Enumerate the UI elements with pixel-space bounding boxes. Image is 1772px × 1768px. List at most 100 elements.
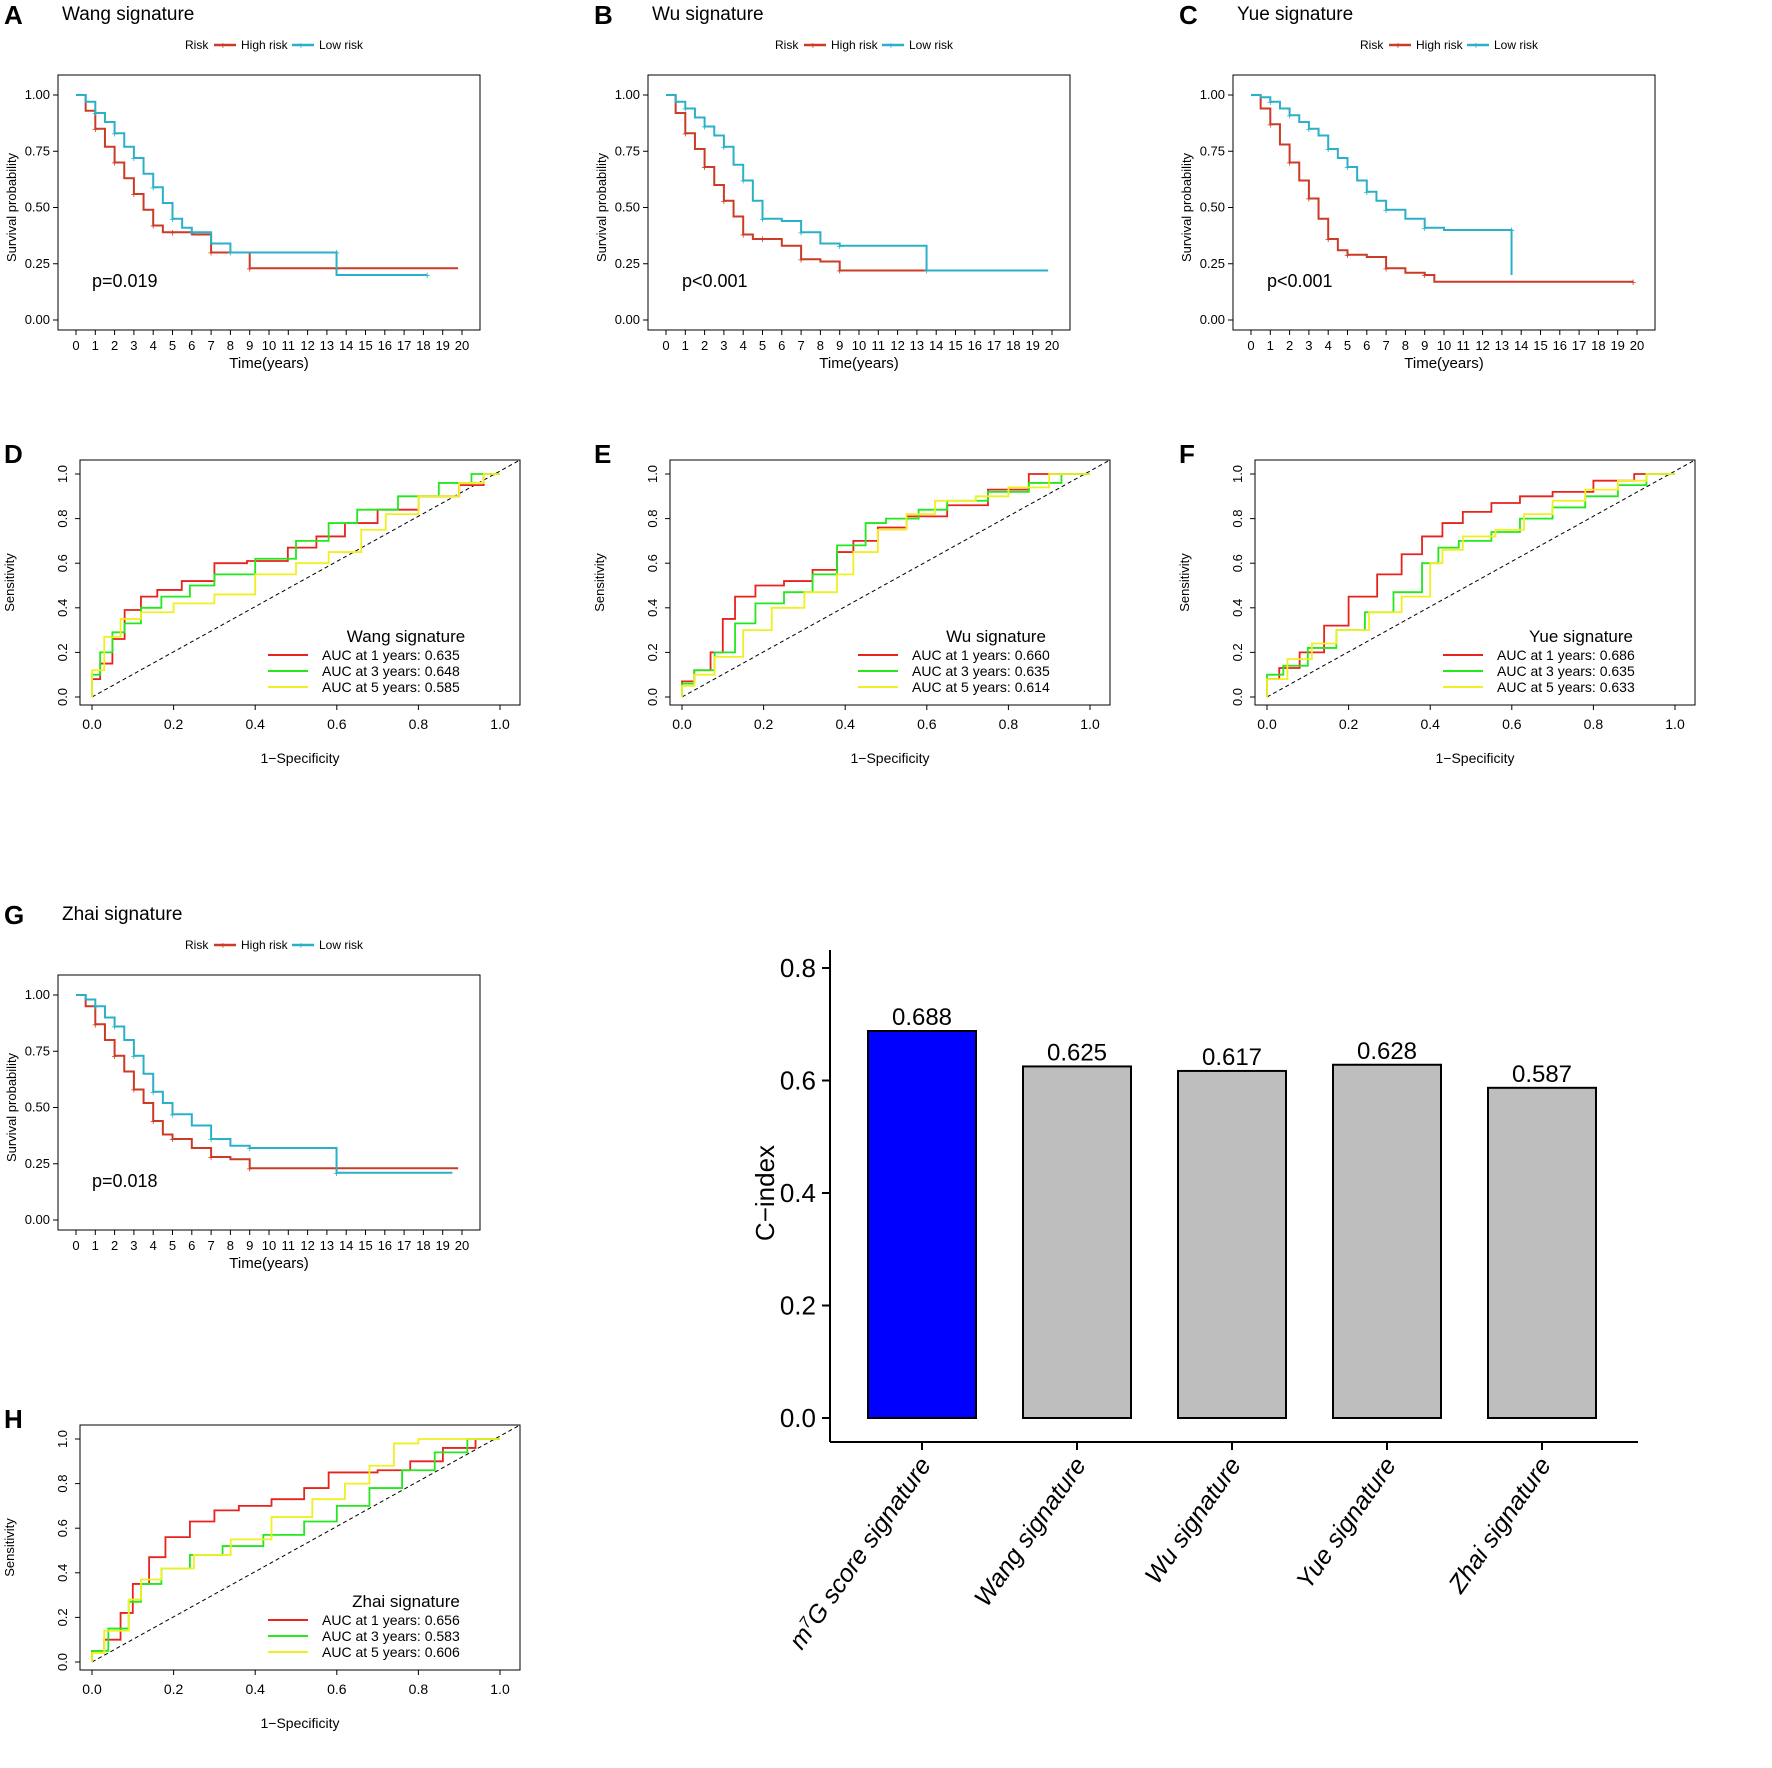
x-tick-label: 9 [836,338,843,353]
x-tick-label: 17 [987,338,1001,353]
censor-mark: + [111,1022,117,1034]
x-tick-label: 16 [378,1238,392,1253]
y-tick-label: 0.25 [1200,256,1225,271]
survival-curve-low-risk [76,94,428,276]
censor-mark: + [1383,263,1389,275]
chart-title: Wang signature [62,4,194,25]
x-tick-label: 12 [300,338,314,353]
censor-mark: + [1508,225,1514,237]
panel-letter: E [594,439,611,469]
roc-panel-d: D 0.0 0.2 0.4 0.6 0.8 1.0 0.0 0.2 0.4 0.6 0.8 1.0 1−S… [2,439,521,766]
x-tick-label: 1.0 [490,1681,510,1697]
x-tick-label: 8 [1402,338,1409,353]
bar-value-label: 0.625 [1047,1039,1107,1066]
censor-mark: + [92,124,98,136]
y-tick-label: 0.0 [780,1403,816,1433]
x-axis-label: Time(years) [1404,355,1483,372]
x-tick-label: 19 [1025,338,1039,353]
legend-label: High risk [241,938,289,952]
censor-mark: + [131,1051,137,1063]
y-tick-label: 1.0 [1230,465,1245,483]
legend-label: High risk [241,38,289,52]
censor-mark: + [1286,110,1292,122]
x-tick-label: 13 [320,338,334,353]
legend-label: AUC at 1 years: 0.635 [322,647,460,663]
x-category-label: Zhai signature [1443,1452,1557,1599]
panel-letter: C [1179,0,1198,30]
censor-mark: + [150,1087,156,1099]
x-tick-label: 5 [169,1238,176,1253]
censor-mark: + [150,1116,156,1128]
survival-curve-high-risk [1251,94,1634,283]
y-tick-label: 0.4 [1230,599,1245,617]
legend-label: Low risk [909,38,954,52]
x-tick-label: 0.8 [409,716,429,732]
panel-letter: D [4,439,23,469]
x-tick-label: 7 [207,1238,214,1253]
x-tick-label: 0.6 [917,716,937,732]
plot-frame [79,459,521,706]
censor-mark: + [333,248,339,260]
km-panel-b: B Wu signature Risk + High risk + Low risk 0.00… [594,0,1071,372]
censor-mark: + [150,221,156,233]
x-tick-label: 0.2 [164,716,184,732]
survival-curve-low-risk [666,94,1049,272]
y-tick-label: 0.6 [645,554,660,572]
y-tick-label: 0.00 [1200,312,1225,327]
x-axis-label: Time(years) [819,355,898,372]
y-tick-label: 1.00 [25,87,50,102]
censor-mark: + [1286,158,1292,170]
y-tick-label: 1.00 [1200,87,1225,102]
x-tick-label: 6 [188,338,195,353]
censor-mark: + [111,1051,117,1063]
censor-mark: + [740,176,746,188]
censor-mark: + [721,142,727,154]
x-axis-label: 1−Specificity [851,750,930,766]
legend-label: AUC at 3 years: 0.583 [322,1628,460,1644]
censor-mark: + [246,263,252,275]
x-tick-label: 5 [169,338,176,353]
x-tick-label: 1 [92,1238,99,1253]
y-tick-label: 0.25 [25,256,50,271]
x-tick-label: 0.4 [1420,716,1440,732]
censor-mark: + [740,230,746,242]
roc-curve-5-years [91,1438,500,1662]
x-tick-label: 0.4 [245,716,265,732]
p-value-annotation: p<0.001 [1267,271,1333,291]
y-tick-label: 0.75 [1200,143,1225,158]
bar-wu-signature [1177,1069,1287,1419]
x-tick-label: 0.0 [672,716,692,732]
x-axis-label: 1−Specificity [261,750,340,766]
y-tick-label: 0.8 [1230,510,1245,528]
y-tick-label: 0.50 [615,200,640,215]
x-tick-label: 0.2 [1339,716,1359,732]
x-tick-label: 20 [1045,338,1059,353]
censor-mark: + [227,248,233,260]
censor-mark: + [1306,194,1312,206]
roc-curve-5-years [1266,473,1675,697]
y-tick-label: 0.6 [780,1066,816,1096]
y-tick-label: 0.6 [55,554,70,572]
plot-frame [79,1424,521,1671]
y-tick-label: 0.0 [645,688,660,706]
censor-mark: + [92,1019,98,1031]
x-tick-label: 7 [1382,338,1389,353]
x-tick-label: 0.8 [999,716,1019,732]
y-tick-label: 0.6 [1230,554,1245,572]
x-tick-label: 6 [188,1238,195,1253]
x-tick-label: 18 [416,1238,430,1253]
censor-mark: + [1325,234,1331,246]
x-tick-label: 0 [72,338,79,353]
x-tick-label: 14 [339,338,353,353]
legend-label: AUC at 1 years: 0.660 [912,647,1050,663]
y-tick-label: 0.2 [55,1608,70,1626]
x-category-label: Wang signature [969,1452,1092,1611]
y-tick-label: 0.0 [55,1653,70,1671]
legend-label: High risk [1416,38,1464,52]
y-tick-label: 0.2 [645,643,660,661]
x-tick-label: 14 [339,1238,353,1253]
censor-mark: + [208,248,214,260]
x-tick-label: 2 [701,338,708,353]
survival-curve-high-risk [76,94,459,270]
x-tick-label: 11 [1457,338,1471,353]
